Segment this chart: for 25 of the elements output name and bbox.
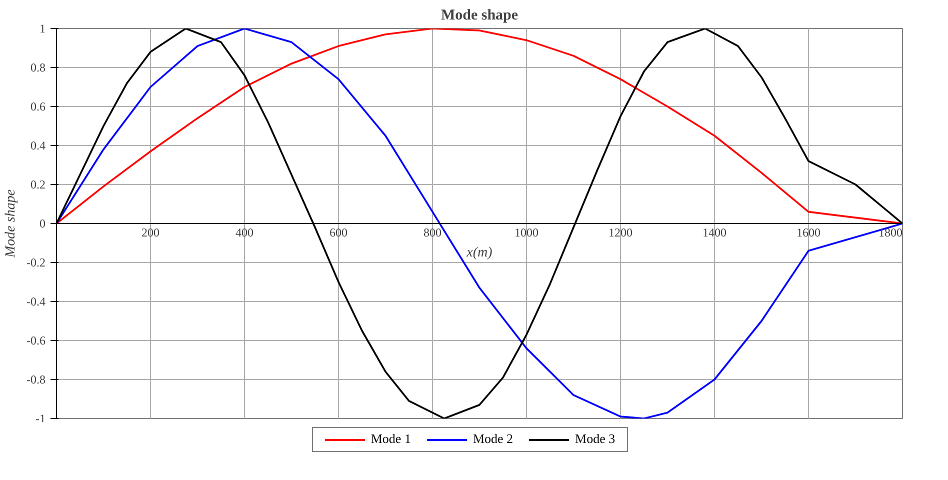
y-tick-label: 1 — [40, 22, 46, 36]
x-tick-label: 1800 — [878, 226, 902, 240]
x-tick-label: 400 — [236, 226, 254, 240]
x-tick-label: 600 — [330, 226, 348, 240]
y-tick-label: -0.2 — [26, 256, 46, 270]
x-tick-label: 1000 — [514, 226, 538, 240]
y-tick-label: 0 — [40, 216, 46, 230]
x-axis-title: x(m) — [466, 246, 493, 260]
legend-label: Mode 3 — [574, 430, 616, 448]
y-tick-label: 0.4 — [30, 138, 46, 152]
legend-label: Mode 1 — [370, 430, 411, 448]
y-tick-label: 0.2 — [30, 178, 46, 192]
y-tick-label: 0.6 — [30, 100, 46, 114]
y-tick-label: -0.4 — [26, 294, 46, 308]
y-tick-label: -0.6 — [26, 334, 46, 348]
legend-label: Mode 2 — [472, 430, 514, 448]
y-tick-label: -0.8 — [26, 372, 46, 386]
x-tick-label: 800 — [424, 226, 442, 240]
x-tick-label: 1600 — [796, 226, 820, 240]
y-axis-title: Mode shape — [4, 189, 19, 259]
chart-title: Mode shape — [440, 8, 518, 24]
x-tick-label: 1400 — [702, 226, 726, 240]
x-tick-label: 1200 — [608, 226, 632, 240]
x-tick-label: 200 — [142, 226, 160, 240]
y-tick-label: 0.8 — [30, 60, 46, 74]
